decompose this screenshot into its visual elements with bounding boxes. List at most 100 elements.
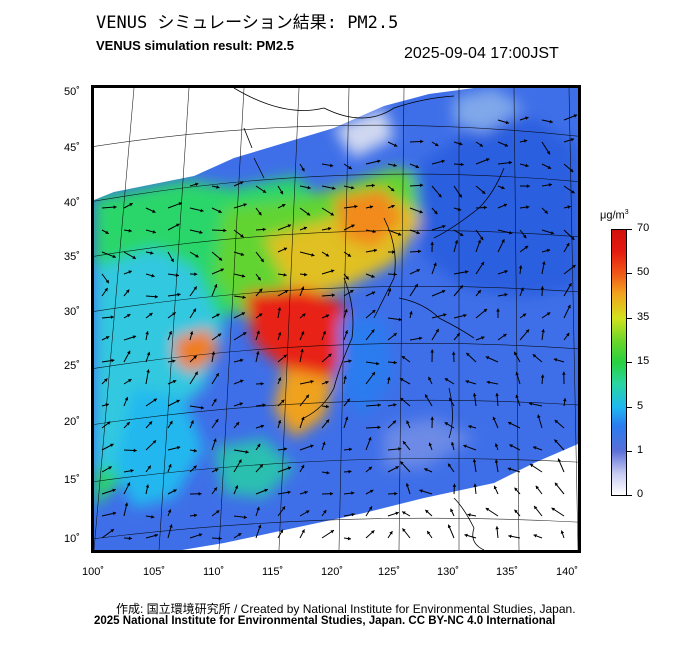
wind-arrow-head (351, 491, 355, 495)
colorbar-tick-15: 15 (637, 355, 650, 367)
wind-arrow-head (540, 286, 545, 290)
wind-arrow-head (566, 332, 570, 337)
wind-arrow-head (554, 439, 558, 443)
wind-arrow-head (189, 331, 194, 335)
wind-arrow-head (194, 371, 198, 376)
wind-arrow-head (168, 464, 172, 468)
colorbar-tick-70: 70 (637, 222, 650, 234)
wind-arrow-head (287, 466, 292, 470)
wind-arrow-head (508, 160, 512, 165)
forecast-timestamp: 2025-09-04 17:00JST (404, 45, 559, 62)
wind-arrow-head (305, 510, 310, 514)
colorbar-tick-1: 1 (637, 444, 644, 456)
wind-arrow-head (154, 533, 158, 538)
wind-arrow-head (387, 288, 392, 292)
wind-arrow-head (393, 163, 397, 168)
wind-arrow-head (305, 394, 309, 399)
wind-arrow-head (262, 403, 266, 407)
wind-arrow-head (260, 424, 265, 429)
wind-arrow-head (371, 329, 375, 333)
wind-arrow-head (113, 205, 117, 209)
wind-arrow-head (401, 356, 406, 360)
wind-arrow-head (213, 438, 217, 442)
wind-arrow-head (198, 533, 203, 537)
wind-arrow-head (262, 227, 266, 232)
wind-arrow-head (465, 270, 469, 274)
colorbar-tick-0: 0 (637, 488, 644, 500)
wind-arrow-head (258, 288, 263, 293)
wind-arrow-head (419, 210, 423, 214)
wind-arrow-head (217, 333, 222, 337)
wind-arrow-head (151, 515, 155, 519)
wind-arrow-head (548, 183, 553, 187)
wind-arrow-head (472, 459, 477, 463)
wind-arrow-head (547, 165, 552, 169)
wind-arrow-head (193, 355, 197, 359)
wind-arrow-head (112, 254, 116, 259)
wind-arrow-head (480, 261, 485, 266)
lat-label-30: 30˚ (64, 306, 80, 318)
wind-arrow-head (526, 205, 530, 209)
wind-arrow-head (125, 289, 130, 294)
wind-arrow-head (330, 269, 335, 273)
lon-label-115: 115˚ (262, 566, 284, 578)
wind-arrow-head (311, 253, 315, 257)
wind-arrow-head (570, 236, 575, 240)
wind-arrow-head (372, 229, 376, 234)
wind-arrow-head (132, 255, 136, 259)
wind-arrow-head (441, 289, 446, 294)
wind-arrow-head (326, 470, 330, 475)
wind-arrow-head (348, 359, 352, 363)
colorbar-tick-35: 35 (637, 311, 650, 323)
wind-arrow-head (279, 190, 283, 195)
wind-arrow-head (257, 276, 261, 281)
wind-arrow-head (152, 440, 157, 444)
wind-arrow-head (415, 164, 419, 169)
wind-arrow-head (200, 405, 204, 410)
wind-arrow-head (112, 488, 116, 493)
wind-arrow-head (501, 239, 505, 243)
wind-arrow-head (128, 536, 132, 541)
wind-arrow-head (277, 420, 282, 424)
wind-arrow-head (348, 447, 353, 452)
wind-arrow-head (395, 466, 399, 470)
wind-arrow-head (258, 211, 262, 216)
wind-arrow-head (347, 253, 351, 257)
wind-arrow-head (195, 182, 199, 187)
wind-arrow-head (127, 350, 131, 355)
wind-arrow-head (393, 143, 398, 147)
wind-arrow-head (459, 285, 463, 289)
wind-arrow-head (190, 420, 194, 424)
wind-arrow-head (329, 163, 334, 168)
wind-arrow-head (350, 290, 354, 294)
lon-label-105: 105˚ (143, 566, 166, 578)
wind-arrow-head (302, 313, 306, 317)
wind-arrow-head (151, 273, 155, 278)
wind-arrow-head (105, 336, 110, 340)
wind-arrow-head (504, 270, 508, 274)
wind-arrow-head (514, 509, 518, 514)
wind-arrow-head (369, 489, 374, 493)
colorbar-tickmark (627, 407, 632, 408)
colorbar-tickmark (627, 229, 632, 230)
wind-arrow-head (300, 464, 305, 469)
wind-arrow-head (417, 249, 422, 254)
wind-arrow-head (458, 194, 462, 198)
wind-arrow-head (218, 257, 223, 261)
wind-arrow-head (377, 403, 381, 407)
wind-arrow-head (170, 258, 174, 262)
wind-arrow-head (322, 441, 326, 446)
wind-arrow-head (551, 507, 556, 511)
wind-arrow-head (287, 490, 291, 495)
wind-arrow-head (325, 380, 329, 385)
wind-arrow-head (129, 203, 133, 207)
wind-arrow-head (525, 116, 529, 120)
wind-arrow-head (573, 114, 578, 118)
wind-arrow-head (105, 230, 109, 234)
wind-arrow-head (392, 250, 396, 254)
wind-arrow-head (128, 228, 132, 233)
wind-arrow-head (443, 313, 447, 317)
wind-arrow-head (567, 205, 571, 209)
wind-arrow-head (304, 490, 308, 495)
wind-arrow-head (146, 351, 151, 356)
